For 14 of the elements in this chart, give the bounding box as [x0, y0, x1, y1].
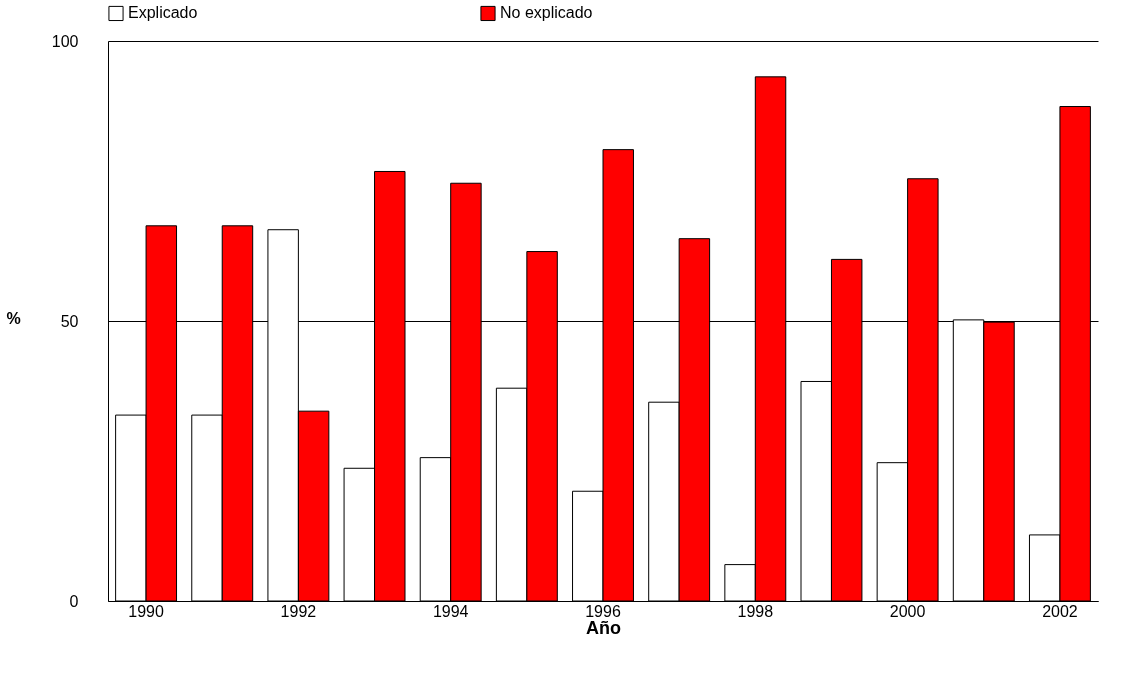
- y-axis-title: %: [6, 309, 21, 327]
- x-tick-label: 1996: [585, 602, 621, 620]
- y-tick-label: 0: [69, 592, 79, 610]
- x-tick-label: 1998: [737, 602, 774, 620]
- x-tick-label: 1994: [432, 602, 469, 620]
- y-tick-label: 100: [51, 32, 79, 50]
- legend-label: No explicado: [500, 4, 593, 22]
- y-tick-label: 50: [60, 312, 79, 330]
- x-tick-label: 2002: [1042, 602, 1078, 620]
- x-tick-label: 1990: [128, 602, 164, 620]
- x-axis-title: Año: [586, 617, 621, 638]
- x-tick-label: 1992: [280, 602, 317, 620]
- legend-label: Explicado: [128, 4, 198, 22]
- x-tick-label: 2000: [889, 602, 926, 620]
